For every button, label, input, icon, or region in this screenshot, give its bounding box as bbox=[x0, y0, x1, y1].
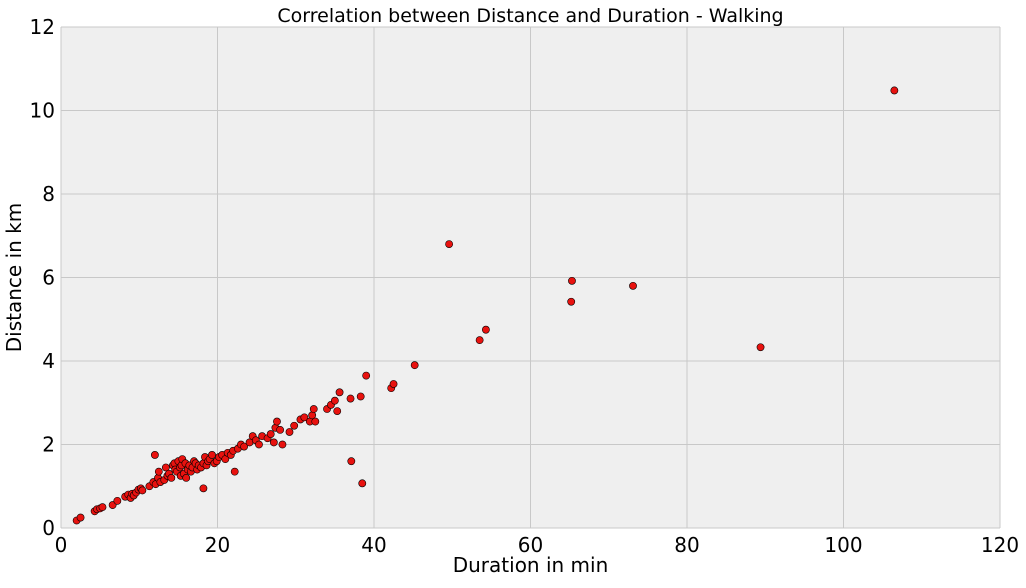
data-point bbox=[276, 425, 284, 434]
data-point bbox=[346, 394, 355, 403]
data-point bbox=[278, 440, 287, 449]
data-point bbox=[76, 513, 85, 522]
data-point bbox=[567, 297, 576, 306]
data-point bbox=[330, 396, 339, 405]
y-tick-label: 0 bbox=[42, 516, 55, 540]
data-point bbox=[285, 428, 294, 436]
data-point bbox=[311, 417, 320, 426]
chart-title: Correlation between Distance and Duratio… bbox=[277, 5, 783, 27]
data-point bbox=[629, 281, 637, 290]
y-tick-label: 8 bbox=[42, 182, 55, 206]
data-point bbox=[356, 392, 365, 401]
data-point bbox=[167, 473, 176, 482]
x-tick-label: 80 bbox=[674, 533, 699, 557]
data-point bbox=[333, 407, 342, 415]
data-point bbox=[335, 388, 344, 397]
gridlines bbox=[60, 26, 1001, 529]
x-tick-label: 40 bbox=[361, 533, 386, 557]
data-point bbox=[255, 440, 263, 449]
data-point bbox=[568, 276, 576, 285]
x-tick-label: 20 bbox=[205, 533, 230, 557]
data-point bbox=[273, 417, 281, 426]
y-tick-label: 10 bbox=[30, 99, 55, 123]
data-point bbox=[182, 473, 191, 482]
data-point bbox=[358, 479, 367, 488]
data-point bbox=[269, 438, 278, 447]
y-tick-label: 2 bbox=[42, 433, 55, 457]
data-point bbox=[362, 371, 371, 380]
y-tick-label: 6 bbox=[42, 266, 55, 290]
x-tick-label: 100 bbox=[824, 533, 862, 557]
data-point bbox=[347, 457, 356, 466]
x-axis-label: Duration in min bbox=[453, 553, 609, 577]
data-point bbox=[266, 430, 275, 438]
data-point bbox=[300, 413, 309, 422]
y-tick-label: 12 bbox=[30, 15, 55, 39]
data-point bbox=[113, 496, 122, 505]
x-tick-label: 120 bbox=[981, 533, 1019, 557]
data-point bbox=[199, 484, 208, 493]
data-point bbox=[150, 451, 159, 459]
data-point bbox=[309, 405, 318, 413]
y-axis-label: Distance in km bbox=[2, 203, 26, 352]
data-point bbox=[154, 467, 163, 476]
data-point bbox=[230, 467, 239, 476]
data-point bbox=[445, 240, 454, 248]
data-point bbox=[410, 361, 419, 370]
data-point bbox=[475, 336, 484, 345]
data-point bbox=[208, 451, 216, 459]
data-point bbox=[890, 86, 899, 95]
data-points bbox=[72, 86, 899, 525]
data-point bbox=[161, 463, 170, 472]
data-point bbox=[240, 442, 249, 451]
y-tick-labels: 0 2 4 6 8 10 12 bbox=[30, 15, 55, 540]
data-point bbox=[98, 503, 107, 512]
y-tick-label: 4 bbox=[42, 349, 55, 373]
data-point bbox=[290, 421, 299, 430]
x-tick-label: 0 bbox=[55, 533, 68, 557]
data-point bbox=[389, 380, 398, 388]
data-point bbox=[138, 486, 147, 495]
x-tick-label: 60 bbox=[518, 533, 543, 557]
data-point bbox=[481, 325, 490, 334]
data-point bbox=[756, 343, 765, 352]
x-tick-labels: 0 20 40 60 80 100 120 bbox=[55, 533, 1019, 557]
